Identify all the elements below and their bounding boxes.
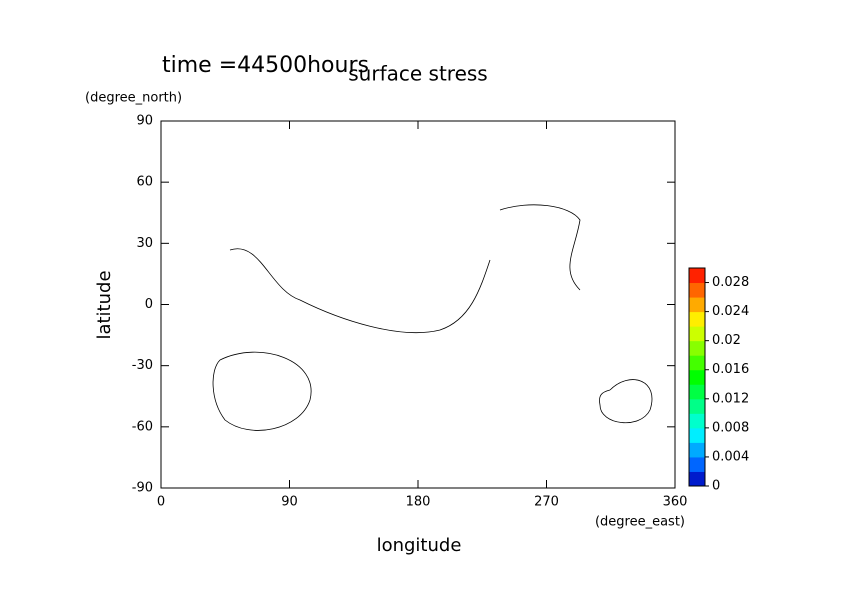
colorbar-step (689, 427, 705, 443)
x-tick-label: 360 (663, 495, 688, 510)
x-tick-label: 180 (406, 495, 431, 510)
chart-title: surface stress (348, 62, 487, 86)
x-tick-label: 270 (534, 495, 559, 510)
y-axis-label: latitude (94, 270, 115, 339)
y-tick-label: -90 (132, 481, 153, 496)
colorbar-label: 0.008 (712, 420, 749, 435)
colorbar-step (689, 340, 705, 356)
chart-subtitle: time =44500hours (162, 53, 369, 78)
colorbar-label: 0.028 (712, 275, 749, 290)
colorbar-step (689, 326, 705, 342)
colorbar-step (689, 442, 705, 458)
colorbar-step (689, 413, 705, 429)
colorbar-step (689, 311, 705, 327)
y-tick-label: 90 (136, 114, 153, 129)
colorbar-step (689, 384, 705, 400)
colorbar-step (689, 282, 705, 298)
plot-frame (160, 120, 676, 489)
y-tick-label: 0 (145, 297, 153, 312)
x-tick-label: 0 (157, 495, 165, 510)
overlay: 0 90 180 270 360 -90 -60 -30 0 30 60 90 0 0.004 0.008 0… (132, 114, 749, 510)
colorbar-frame (688, 267, 706, 487)
colorbar-step (689, 355, 705, 371)
colorbar-label: 0 (712, 479, 720, 494)
colorbar-label: 0.004 (712, 449, 749, 464)
colorbar-step (689, 297, 705, 313)
colorbar-label: 0.012 (712, 391, 749, 406)
colorbar-label: 0.02 (712, 333, 741, 348)
y-unit: (degree_north) (85, 91, 182, 106)
coastline (212, 204, 653, 431)
x-tick-label: 90 (281, 495, 298, 510)
colorbar-step (689, 398, 705, 414)
y-tick-label: -30 (132, 358, 153, 373)
colorbar-label: 0.024 (712, 304, 749, 319)
y-tick-label: 60 (136, 175, 153, 190)
colorbar-step (689, 369, 705, 385)
colorbar-label: 0.016 (712, 362, 749, 377)
colorbar-step (689, 268, 705, 284)
x-axis-label: longitude (377, 535, 462, 556)
colorbar-step (689, 471, 705, 487)
colorbar-step (689, 456, 705, 472)
y-tick-label: -60 (132, 419, 153, 434)
y-tick-label: 30 (136, 236, 153, 251)
x-unit: (degree_east) (595, 515, 685, 530)
